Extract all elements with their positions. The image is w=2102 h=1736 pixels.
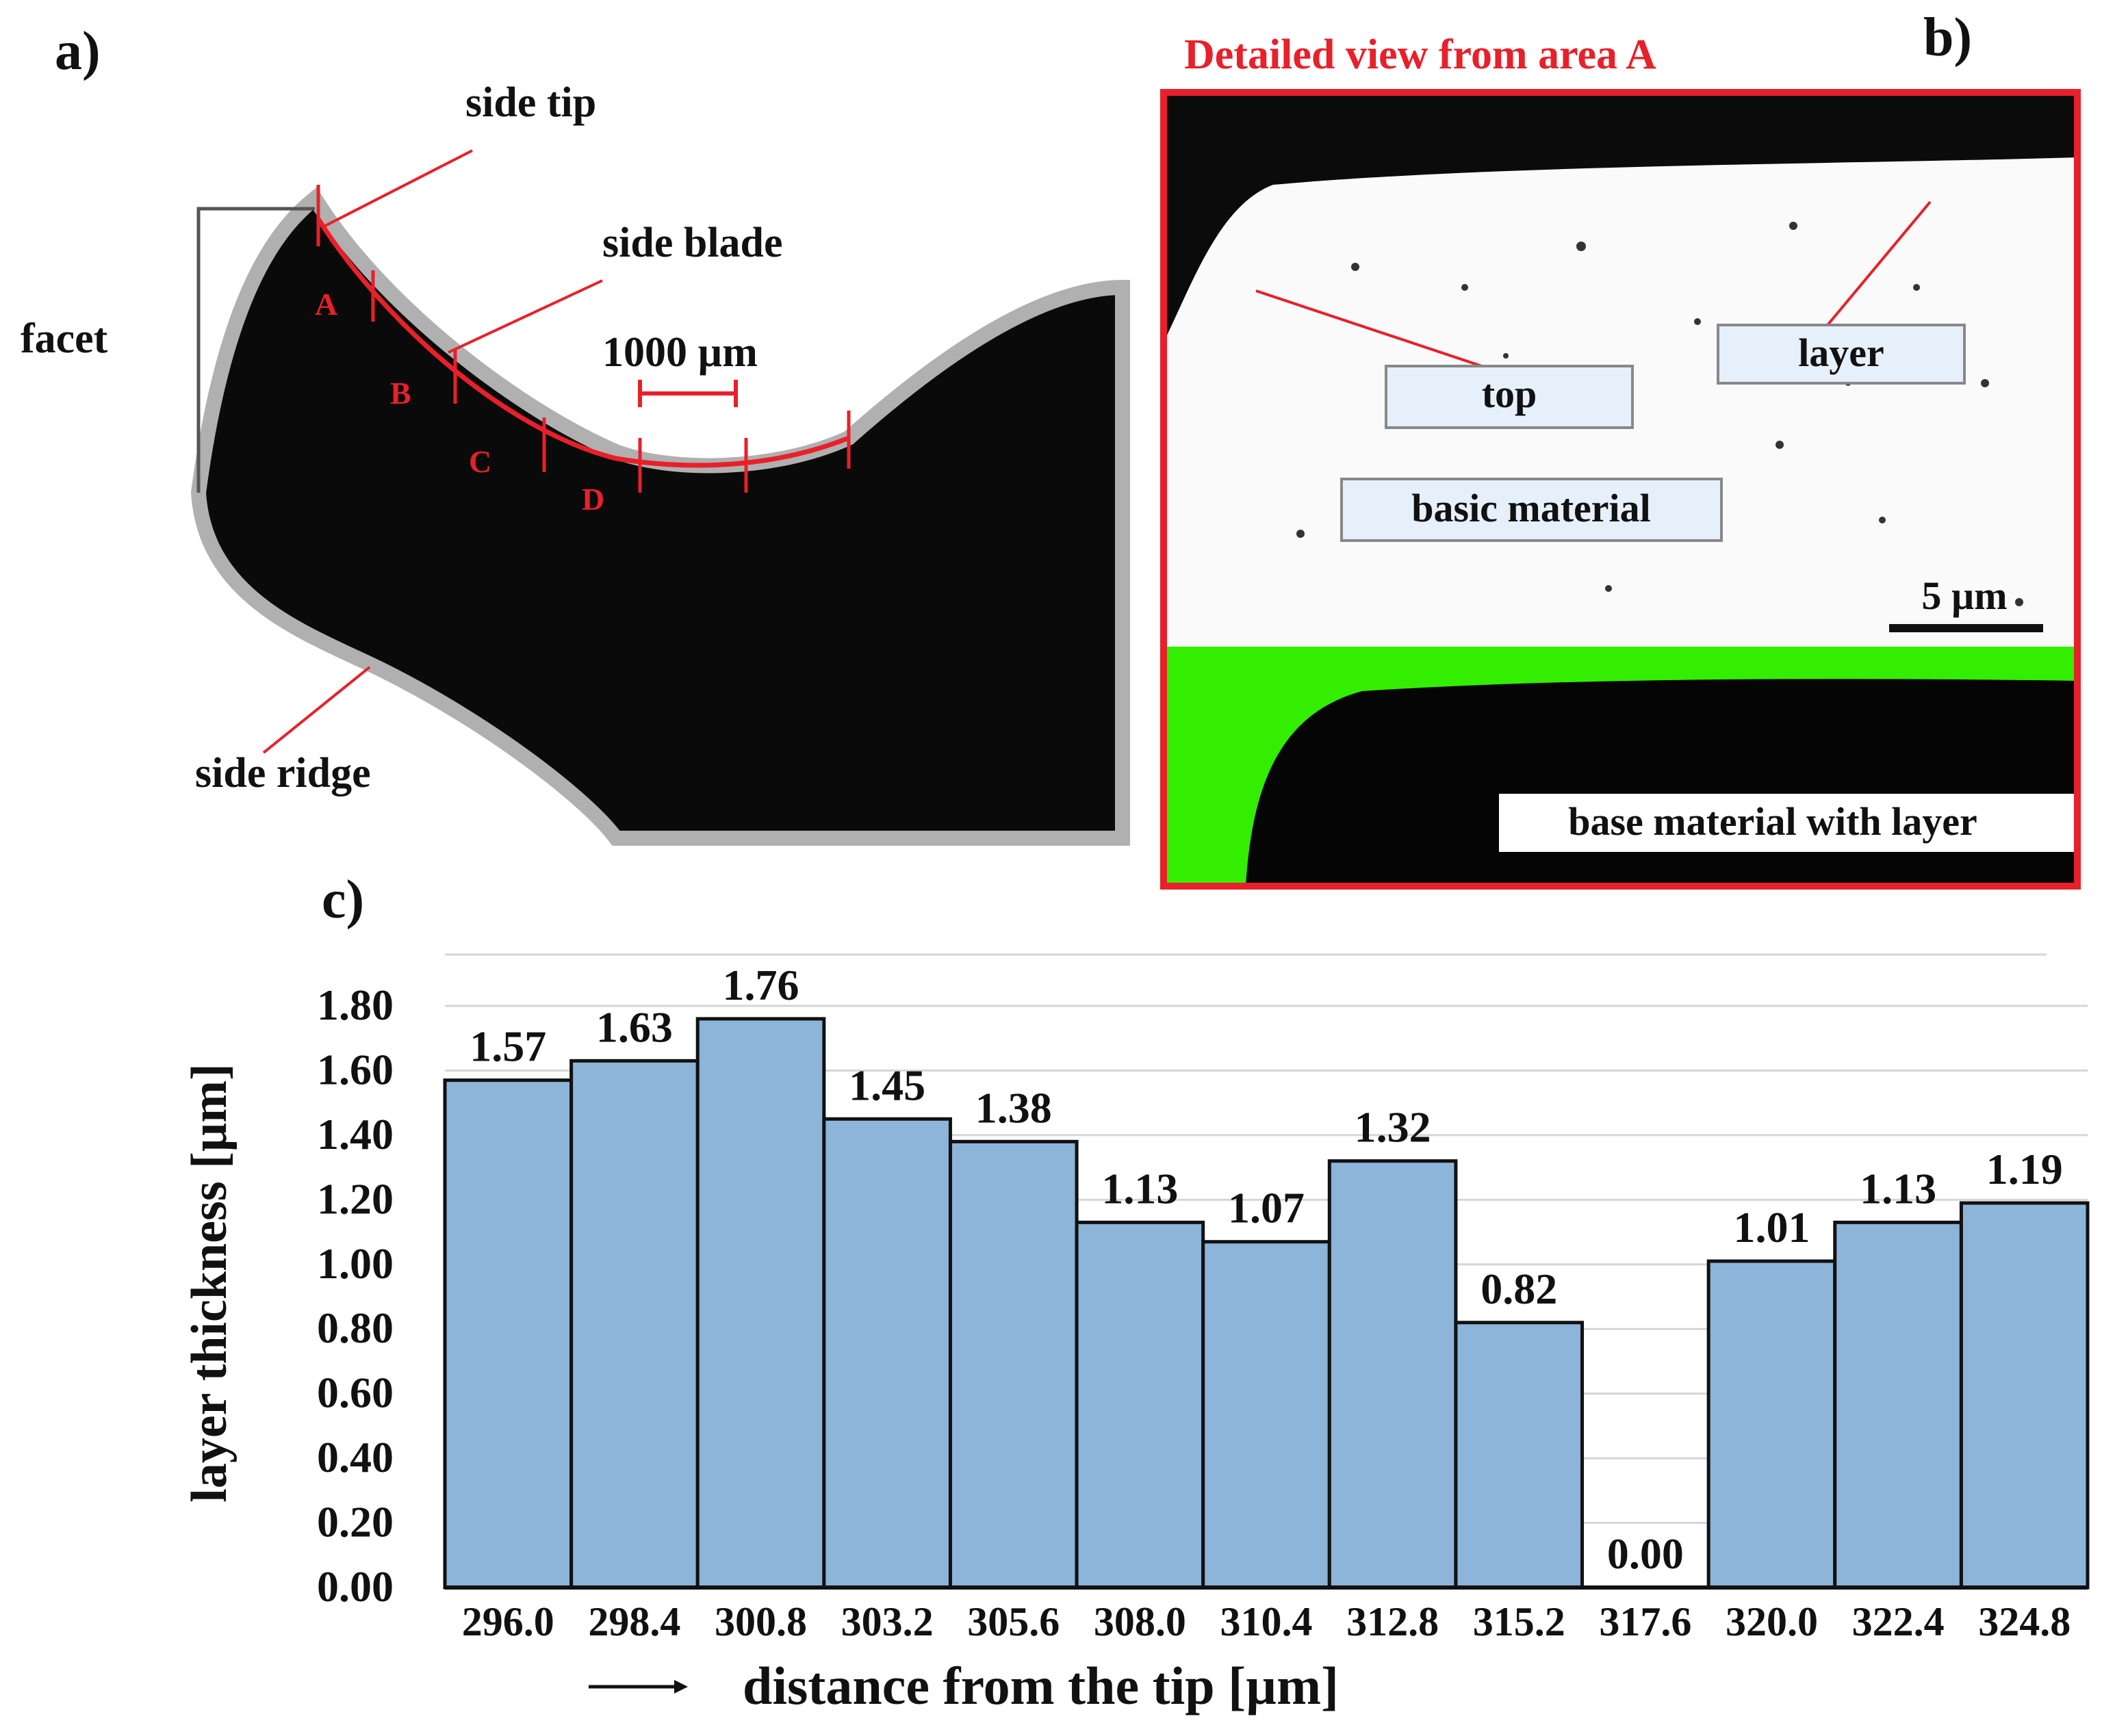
- y-tick-label: 1.00: [317, 1239, 394, 1288]
- side-ridge-label: side ridge: [195, 750, 371, 796]
- panel-b-scale-label: 5 µm: [1921, 573, 2007, 618]
- base-material-label: base material with layer: [1568, 799, 1977, 844]
- y-axis-title: layer thickness [µm]: [181, 1063, 238, 1502]
- bar: [1327, 1159, 1458, 1590]
- x-tick-label: 298.4: [588, 1599, 680, 1644]
- x-tick-label: 296.0: [462, 1599, 554, 1644]
- bar: [1833, 1220, 1963, 1590]
- panel-b-image: Detailed view from area A top layer basi…: [1160, 31, 2081, 890]
- panel-c-label: c): [322, 870, 365, 930]
- x-tick-label: 320.0: [1726, 1599, 1818, 1644]
- data-label: 1.63: [596, 1002, 673, 1051]
- layer-label-box: [1717, 324, 1966, 385]
- panel-b-title: Detailed view from area A: [1184, 31, 1656, 78]
- section-letter-b: B: [390, 376, 411, 411]
- data-label: 1.01: [1733, 1203, 1810, 1252]
- panel-a-scale-bar: [638, 380, 738, 407]
- bar: [1075, 1220, 1205, 1590]
- x-tick-label: 312.8: [1346, 1599, 1439, 1644]
- data-label: 1.76: [723, 961, 799, 1009]
- bar: [569, 1059, 700, 1590]
- x-axis-title: distance from the tip [µm]: [743, 1656, 1339, 1715]
- section-letter-a: A: [315, 287, 337, 322]
- layer-label: layer: [1798, 331, 1884, 375]
- section-letter-d: D: [582, 482, 604, 517]
- x-axis-arrow: [589, 1680, 688, 1694]
- y-tick-label: 1.20: [317, 1174, 394, 1223]
- x-tick-label: 322.4: [1852, 1599, 1945, 1644]
- x-tick-labels: 296.0 298.4 300.8 303.2 305.6 308.0 310.4 312.8…: [462, 1599, 2071, 1644]
- x-tick-label: 317.6: [1599, 1599, 1691, 1644]
- x-tick-label: 305.6: [967, 1599, 1060, 1644]
- side-blade-contour: [316, 218, 850, 468]
- x-tick-label: 310.4: [1220, 1599, 1313, 1644]
- bar: [443, 1078, 574, 1590]
- y-tick-label: 1.40: [317, 1110, 394, 1158]
- bar: [695, 1017, 826, 1590]
- side-blade-leader: [448, 279, 603, 354]
- bar: [1706, 1259, 1837, 1590]
- panel-b-label: b): [1923, 8, 1973, 68]
- data-label: 1.38: [975, 1083, 1052, 1132]
- y-tick-label: 0.20: [317, 1498, 394, 1546]
- y-tick-labels: 0.00 0.20 0.40 0.60 0.80 1.00 1.20 1.40 1.60 1.80: [317, 981, 394, 1611]
- side-blade-label: side blade: [602, 220, 783, 266]
- data-label: 0.00: [1607, 1529, 1684, 1578]
- bar: [822, 1117, 952, 1590]
- top-leader: [1255, 289, 1493, 371]
- top-label: top: [1482, 372, 1537, 416]
- layer-leader: [1826, 200, 1932, 326]
- y-tick-label: 1.80: [317, 981, 394, 1029]
- y-tick-label: 1.60: [317, 1045, 394, 1093]
- data-label: 1.45: [849, 1061, 925, 1109]
- data-label: 1.19: [1986, 1145, 2063, 1193]
- data-label: 1.13: [1101, 1164, 1178, 1213]
- bar-chart: 1.57 1.63 1.76 1.45 1.38 1.13 1.07 1.32 0.82 0.00…: [181, 953, 2090, 1715]
- y-tick-label: 0.60: [317, 1369, 394, 1417]
- side-ridge-leader: [262, 666, 371, 754]
- section-letter-c: C: [469, 444, 491, 479]
- facet-bracket: [196, 207, 315, 493]
- top-label-box: [1385, 365, 1634, 429]
- basic-material-label-box: [1340, 478, 1723, 542]
- side-tip-label: side tip: [465, 79, 596, 126]
- x-tick-label: 308.0: [1094, 1599, 1186, 1644]
- data-label: 0.82: [1481, 1265, 1557, 1313]
- x-tick-label: 324.8: [1978, 1599, 2071, 1644]
- facet-label: facet: [21, 315, 108, 362]
- base-material-label-box: [1499, 794, 2074, 852]
- basic-material-label: basic material: [1411, 486, 1651, 530]
- bar: [1454, 1321, 1585, 1590]
- panel-b-frame: [1160, 89, 2081, 890]
- panel-a-scale-label: 1000 µm: [602, 329, 758, 376]
- y-tick-label: 0.40: [317, 1433, 394, 1481]
- x-tick-label: 303.2: [841, 1599, 934, 1644]
- panel-a-image: A B C D side tip side blade facet 1000 µ…: [21, 79, 1130, 846]
- data-label: 1.57: [470, 1022, 546, 1071]
- data-label: 1.32: [1355, 1103, 1431, 1152]
- data-label: 1.13: [1860, 1164, 1936, 1213]
- side-tip-leader: [324, 149, 473, 227]
- data-labels: 1.57 1.63 1.76 1.45 1.38 1.13 1.07 1.32 0.82 0.00…: [470, 961, 2062, 1578]
- bars: [443, 1017, 2090, 1590]
- section-ticks: [316, 185, 851, 493]
- bar: [948, 1139, 1079, 1590]
- data-label: 1.07: [1228, 1184, 1305, 1232]
- y-tick-label: 0.80: [317, 1304, 394, 1352]
- x-tick-label: 315.2: [1473, 1599, 1565, 1644]
- panel-a-label: a): [55, 21, 101, 81]
- x-tick-label: 300.8: [715, 1599, 807, 1644]
- y-tick-label: 0.00: [317, 1562, 394, 1611]
- bar: [1959, 1201, 2090, 1590]
- bar: [1201, 1240, 1331, 1590]
